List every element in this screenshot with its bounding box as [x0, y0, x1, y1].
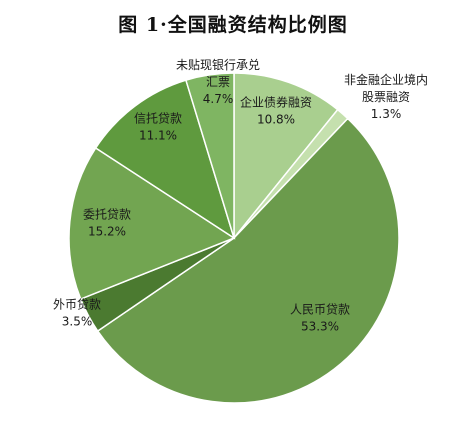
- slice-value-label: 3.5%: [62, 315, 93, 329]
- slice-name-label: 汇票: [206, 75, 230, 89]
- slice-label: 未贴现银行承兑汇票 4.7%: [176, 58, 260, 106]
- pie-slice: [68, 146, 236, 301]
- slice-label: 信托贷款 11.1%: [134, 112, 182, 143]
- slice-value-label: 53.3%: [301, 320, 339, 334]
- slice-name-label: 人民币贷款: [290, 303, 350, 317]
- slice-name-label: 信托贷款: [134, 112, 182, 126]
- slice-value-label: 1.3%: [371, 107, 402, 121]
- pie-slice: [184, 72, 235, 239]
- pie-slice: [94, 79, 236, 240]
- pie-slice: [96, 117, 400, 404]
- slice-label: 委托贷款 15.2%: [83, 208, 131, 239]
- slice-label: 企业债券融资 10.8%: [240, 95, 312, 127]
- slice-value-label: 10.8%: [257, 113, 295, 127]
- slice-value-label: 15.2%: [88, 225, 126, 239]
- slice-name-label: 未贴现银行承兑: [176, 58, 260, 72]
- slice-value-label: 11.1%: [139, 129, 177, 143]
- slice-label: 外币贷款 3.5%: [53, 298, 101, 329]
- slice-name-label: 非金融企业境内: [344, 72, 428, 87]
- slice-name-label: 股票融资: [362, 90, 410, 104]
- slice-name-label: 委托贷款: [83, 208, 131, 222]
- pie-slice: [233, 72, 339, 241]
- slice-name-label: 外币贷款: [53, 298, 101, 312]
- chart-title: 图 1·全国融资结构比例图: [118, 14, 348, 36]
- slice-label: 非金融企业境内股票融资 1.3%: [344, 72, 428, 121]
- slice-label: 人民币贷款 53.3%: [290, 303, 350, 334]
- slice-value-label: 4.7%: [203, 92, 234, 106]
- slice-name-label: 企业债券融资: [240, 95, 312, 110]
